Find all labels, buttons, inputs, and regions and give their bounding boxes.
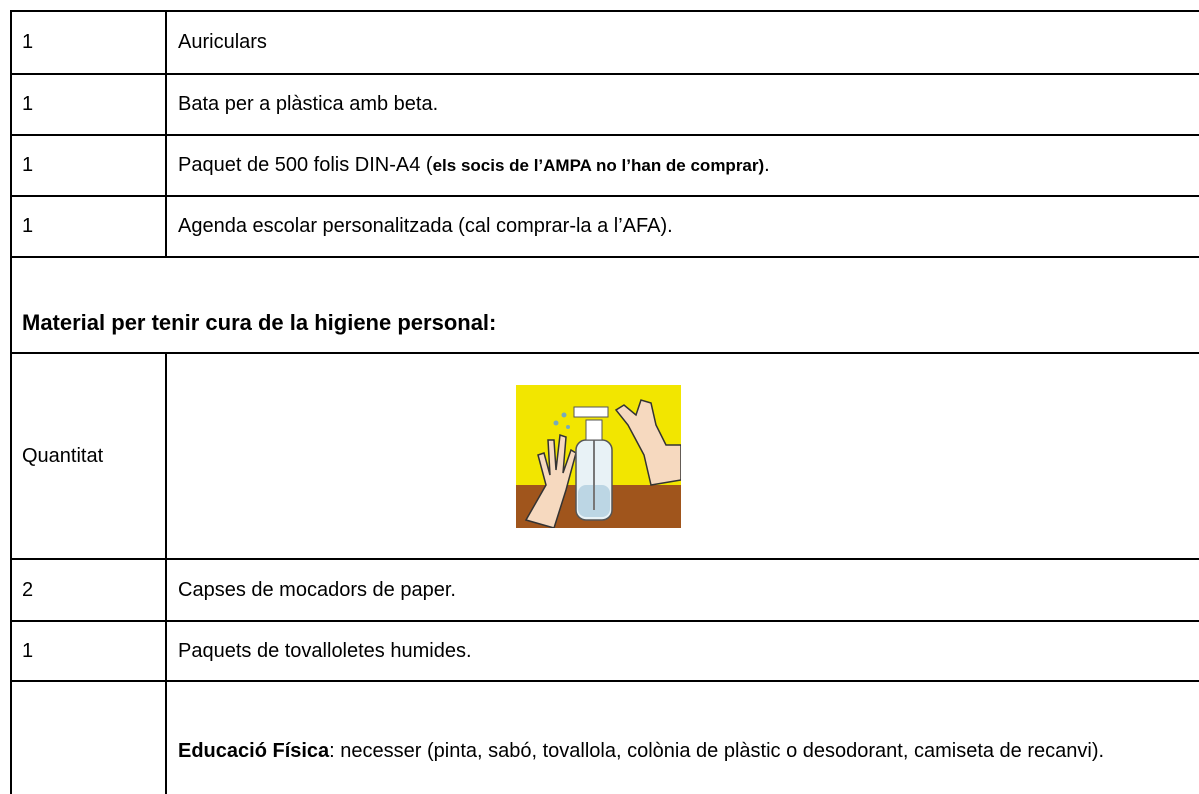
text: Paquets de tovalloletes humides. — [178, 639, 472, 662]
quantity: 2 — [22, 578, 34, 601]
description: Educació Física: necesser (pinta, sabó, … — [178, 735, 1198, 768]
bold-text: Educació Física — [178, 739, 330, 762]
quantity: 1 — [22, 93, 34, 115]
table-row: 1 Paquets de tovalloletes humides. — [10, 620, 1199, 680]
quantity: 1 — [22, 154, 34, 176]
header-qty: Quantitat — [22, 444, 104, 467]
text: : necesser (pinta, sabó, tovallola, colò… — [329, 739, 1105, 762]
quantity-cell: 1 — [12, 75, 165, 134]
description-cell: Auriculars — [165, 12, 1199, 73]
table-row: 2 Capses de mocadors de paper. — [10, 558, 1199, 620]
text: Paquet de 500 folis DIN-A4 ( — [178, 154, 433, 176]
description-cell: Capses de mocadors de paper. — [165, 560, 1199, 620]
quantity: 1 — [22, 639, 34, 662]
quantity-cell: 1 — [12, 12, 165, 73]
description-cell: Paquets de tovalloletes humides. — [165, 622, 1199, 680]
table-row: 1 Bata per a plàstica amb beta. — [10, 73, 1199, 134]
image-row: Quantitat — [10, 352, 1199, 558]
text: Bata per a plàstica amb beta. — [178, 93, 439, 115]
quantity-cell: 2 — [12, 560, 165, 620]
section-title: Material per tenir cura de la higiene pe… — [22, 310, 497, 335]
description-cell: Bata per a plàstica amb beta. — [165, 75, 1199, 134]
section-header-row: Material per tenir cura de la higiene pe… — [10, 256, 1199, 352]
description-cell: Paquet de 500 folis DIN-A4 (els socis de… — [165, 136, 1199, 195]
text: Capses de mocadors de paper. — [178, 578, 456, 601]
text: Auriculars — [178, 31, 267, 53]
table-row: 1 Agenda escolar personalitzada (cal comp… — [10, 195, 1199, 256]
quantity: 1 — [22, 31, 34, 53]
text: . — [764, 154, 770, 176]
description-cell: Agenda escolar personalitzada (cal compr… — [165, 197, 1199, 256]
quantity-cell: 1 — [12, 136, 165, 195]
image-cell — [165, 354, 1199, 558]
quantity-cell — [12, 682, 165, 794]
table-row: 1 Paquet de 500 folis DIN-A4 (els socis d… — [10, 134, 1199, 195]
quantity-cell: 1 — [12, 622, 165, 680]
text: Agenda escolar personalitzada (cal compr… — [178, 215, 673, 237]
table-row: 1 Auriculars — [10, 10, 1199, 73]
quantity: 1 — [22, 215, 34, 237]
bold-text: els socis de l’AMPA no l’han de comprar) — [432, 155, 765, 175]
table-row: Educació Física: necesser (pinta, sabó, … — [10, 680, 1199, 794]
description-cell: Educació Física: necesser (pinta, sabó, … — [165, 682, 1199, 794]
quantity-cell: 1 — [12, 197, 165, 256]
hand-sanitizer-illustration — [516, 384, 681, 528]
